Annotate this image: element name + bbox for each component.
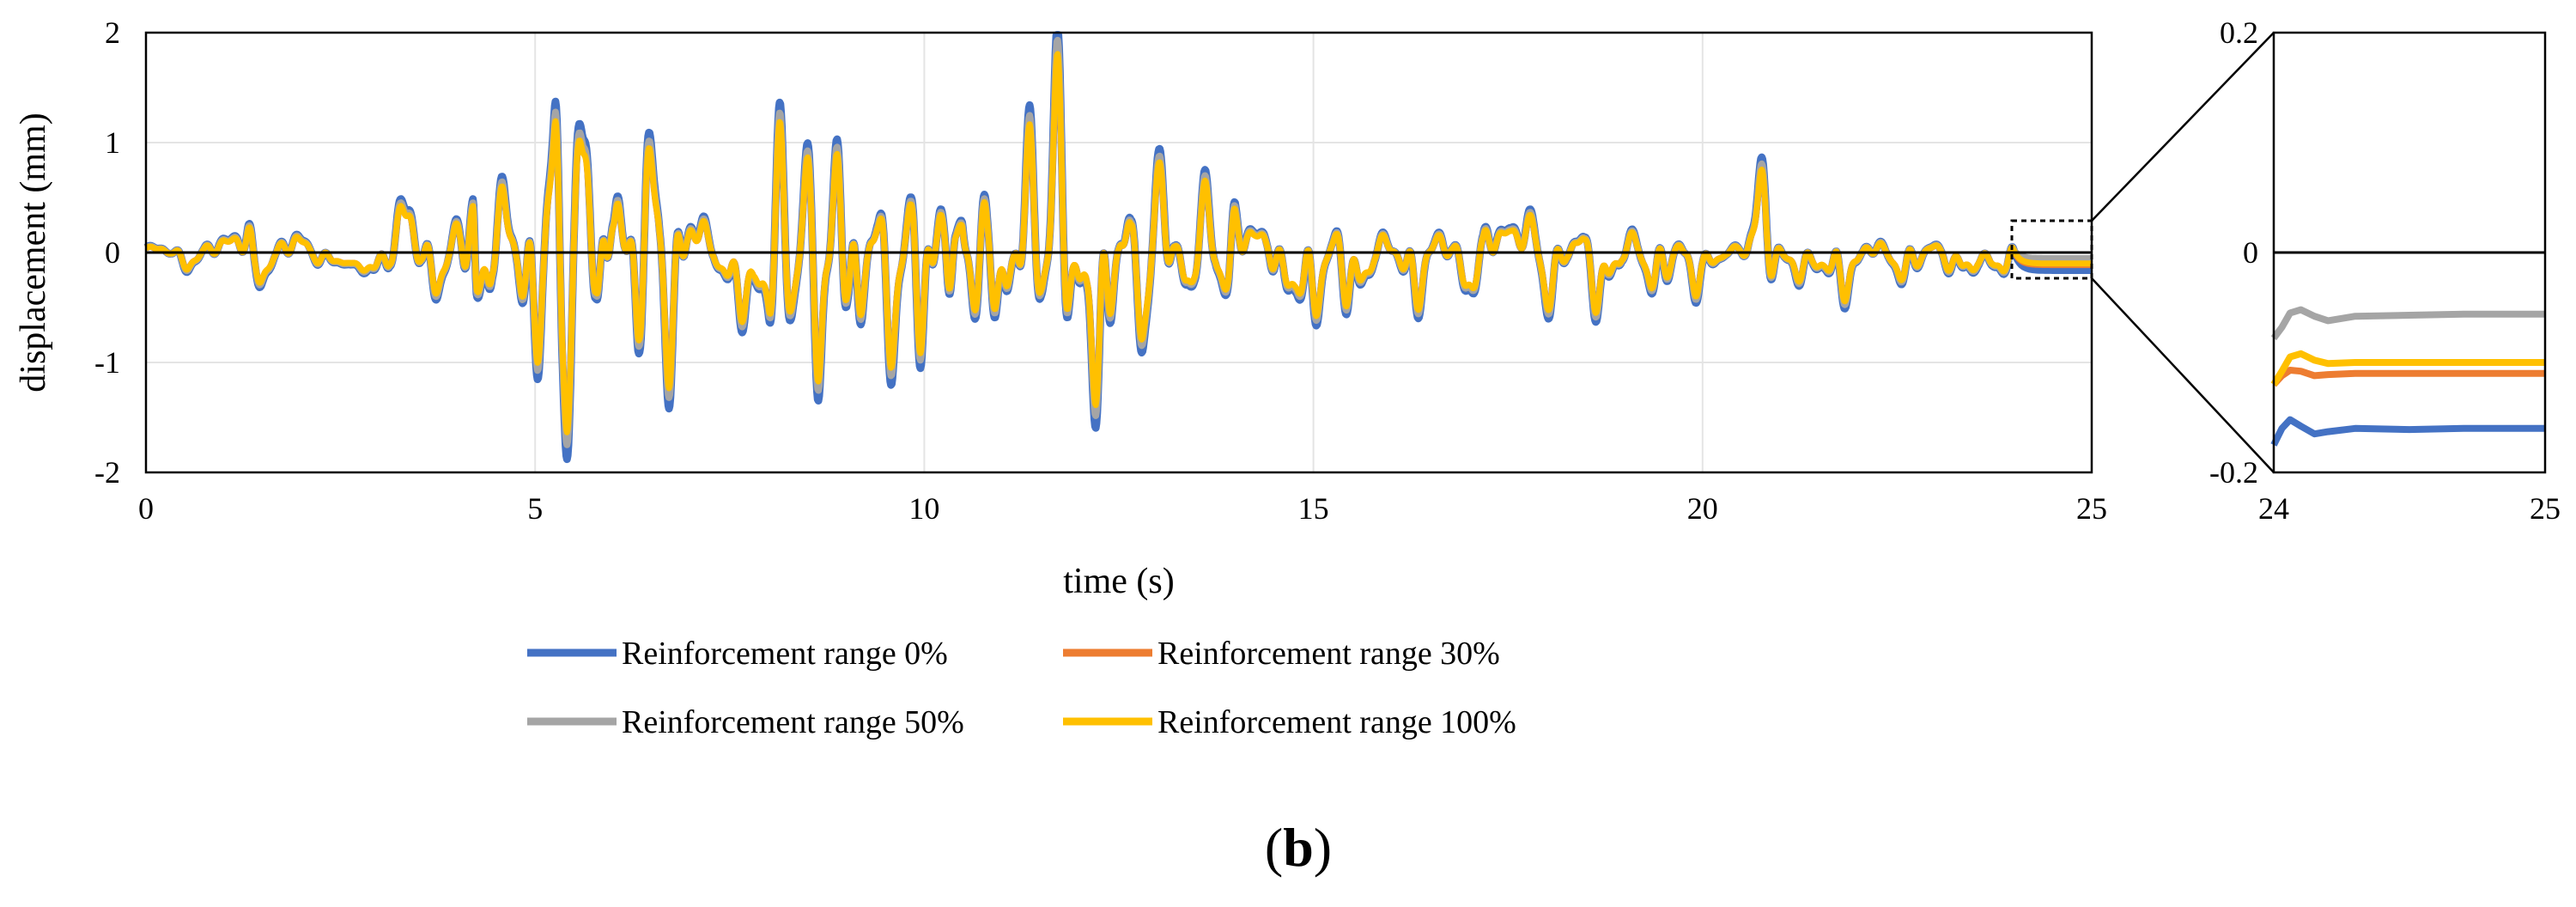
main-xtick-1: 5 bbox=[527, 491, 543, 526]
inset-x-ticks: 24 25 bbox=[2258, 491, 2561, 526]
main-ytick-3: -1 bbox=[94, 345, 120, 380]
inset-series-line-1 bbox=[2271, 367, 2545, 387]
main-x-ticks: 0 5 10 15 20 25 bbox=[138, 491, 2107, 526]
main-xtick-5: 25 bbox=[2076, 491, 2107, 526]
legend-label-3: Reinforcement range 100% bbox=[1157, 704, 1516, 740]
inset-xtick-0: 24 bbox=[2258, 491, 2289, 526]
inset-y-ticks: 0.2 0 -0.2 bbox=[2209, 15, 2258, 490]
inset-series-line-2 bbox=[2270, 306, 2545, 341]
main-plot-frame bbox=[144, 31, 2093, 474]
inset-plot-frame bbox=[2272, 31, 2547, 474]
inset-series-line-0 bbox=[2270, 416, 2545, 447]
main-xtick-2: 10 bbox=[908, 491, 939, 526]
main-ytick-4: -2 bbox=[94, 455, 120, 490]
zoom-region-box bbox=[2010, 219, 2093, 280]
main-x-axis-title: time (s) bbox=[1063, 562, 1174, 601]
inset-xtick-1: 25 bbox=[2530, 491, 2561, 526]
main-xtick-0: 0 bbox=[138, 491, 154, 526]
inset-ytick-0: 0.2 bbox=[2220, 15, 2258, 50]
panel-label-open: ( bbox=[1265, 817, 1283, 878]
panel-label: (b) bbox=[1265, 817, 1332, 878]
inset-series-line-3 bbox=[2270, 350, 2545, 387]
main-chart: 210-1-2 0 5 10 15 20 25 time (s) displacement… bbox=[14, 15, 2107, 601]
legend-label-2: Reinforcement range 50% bbox=[622, 704, 964, 740]
panel-label-close: ) bbox=[1314, 817, 1332, 878]
inset-ytick-1: 0 bbox=[2243, 235, 2258, 270]
main-y-ticks: 2 1 0 -1 -2 bbox=[94, 15, 120, 490]
main-ytick-1: 1 bbox=[105, 125, 120, 160]
inset-lines bbox=[2270, 306, 2545, 447]
legend-label-0: Reinforcement range 0% bbox=[622, 636, 948, 672]
zoom-connector-bottom bbox=[2091, 277, 2275, 473]
main-y-axis-title: displacement (mm) bbox=[14, 113, 53, 392]
main-xtick-4: 20 bbox=[1687, 491, 1718, 526]
legend-label-1: Reinforcement range 30% bbox=[1157, 636, 1500, 672]
inset-chart: 0.2 0 -0.2 24 25 bbox=[2209, 15, 2561, 526]
legend: Reinforcement range 0% Reinforcement ran… bbox=[527, 636, 1516, 740]
inset-ytick-2: -0.2 bbox=[2209, 455, 2258, 490]
main-ytick-0: 2 bbox=[105, 15, 120, 50]
zoom-connector-top bbox=[2091, 32, 2275, 222]
main-ytick-2: 0 bbox=[105, 235, 120, 270]
panel-label-letter: b bbox=[1283, 817, 1314, 878]
main-xtick-3: 15 bbox=[1298, 491, 1329, 526]
